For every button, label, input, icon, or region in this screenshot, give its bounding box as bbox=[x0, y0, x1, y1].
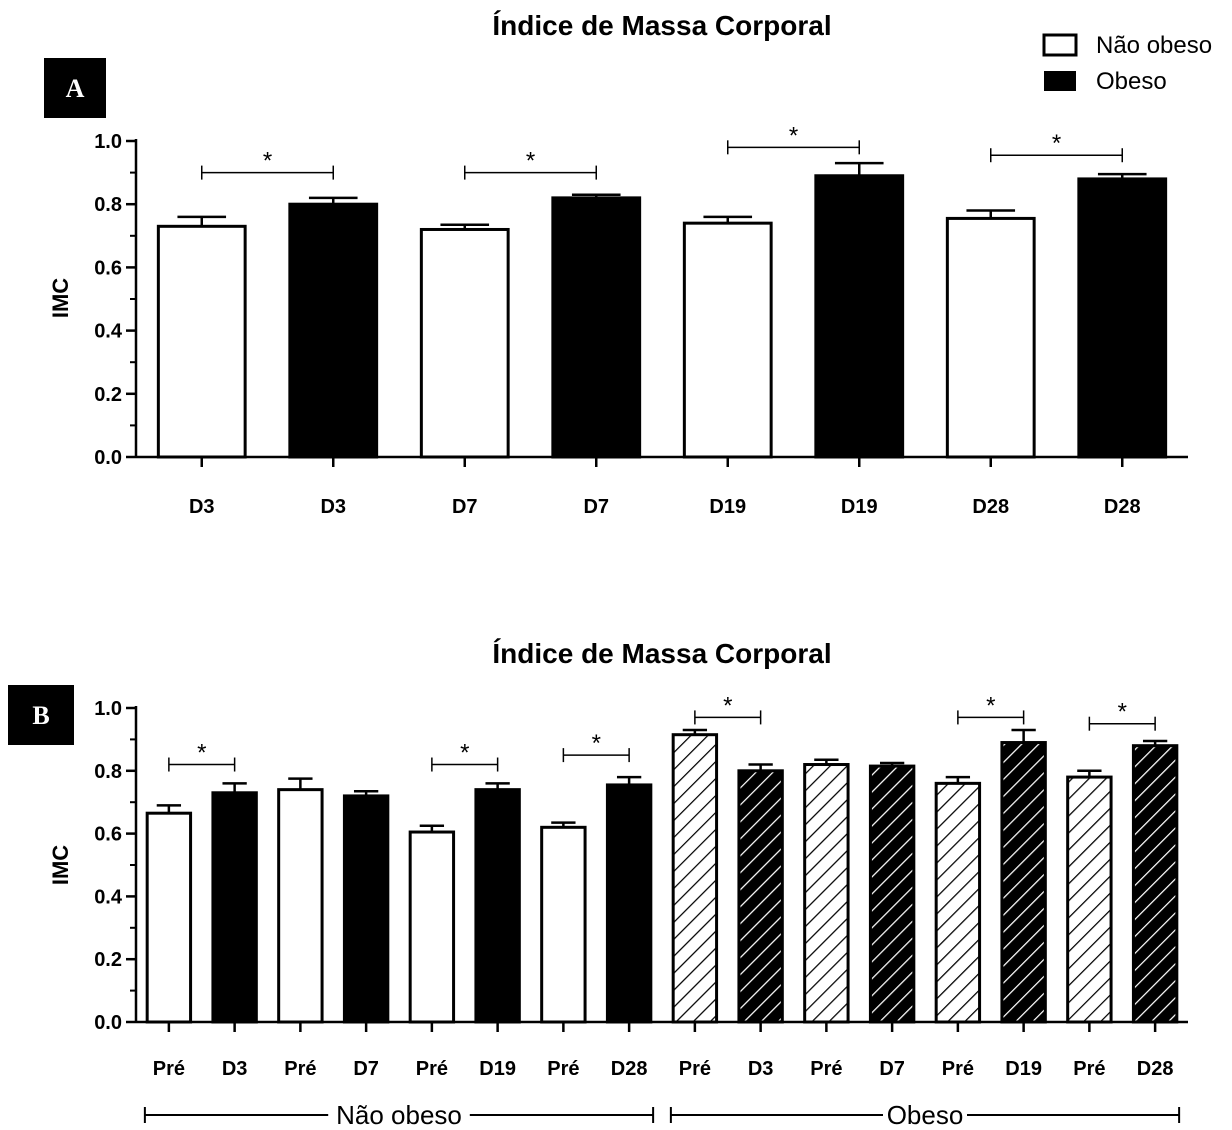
chart-panel-a: Índice de Massa Corporal A IMC 0.0 0.2 0.4… bbox=[44, 10, 1188, 518]
group-label-obeso: Obeso bbox=[887, 1100, 964, 1130]
significance-star-b: * bbox=[197, 740, 206, 767]
x-tick-label-b: Pré bbox=[416, 1058, 448, 1080]
bar-b bbox=[540, 825, 587, 1024]
y-axis-label-b: IMC bbox=[48, 845, 73, 885]
significance-star-b: * bbox=[723, 692, 732, 719]
plot-area-a: 0.0 0.2 0.4 0.6 0.8 1.0 D3 D3 D7 D7 D19 D19 D28 D28 * *… bbox=[94, 122, 1188, 518]
legend-swatch-obeso bbox=[1044, 71, 1076, 91]
chart-panel-b: Índice de Massa Corporal B IMC 0.0 0.2 0.4… bbox=[8, 638, 1188, 1130]
x-tick-label-b: D19 bbox=[1005, 1058, 1042, 1080]
x-tick-label-a: D3 bbox=[189, 496, 215, 518]
bar-b bbox=[868, 764, 916, 1024]
y-tick-label-b: 0.8 bbox=[94, 761, 122, 783]
bar-b bbox=[671, 733, 719, 1024]
x-tick-label-b: D7 bbox=[353, 1058, 379, 1080]
bar-b bbox=[803, 763, 850, 1024]
x-tick-label-a: D7 bbox=[452, 496, 478, 518]
bar-b bbox=[1000, 741, 1047, 1024]
bar-a bbox=[682, 221, 773, 459]
panel-letter-box-b bbox=[8, 685, 74, 745]
significance-star-a: * bbox=[526, 148, 535, 175]
y-axis-label-a: IMC bbox=[48, 278, 73, 318]
bar-b bbox=[1131, 744, 1179, 1024]
x-tick-label-b: D28 bbox=[611, 1058, 648, 1080]
x-tick-label-b: Pré bbox=[810, 1058, 842, 1080]
group-label-nao-obeso: Não obeso bbox=[336, 1100, 462, 1130]
x-tick-label-b: Pré bbox=[153, 1058, 185, 1080]
bar-b bbox=[408, 830, 456, 1024]
bar-b bbox=[474, 788, 521, 1024]
y-tick-label-b: 1.0 bbox=[94, 698, 122, 720]
y-tick-label-b: 0.2 bbox=[94, 949, 122, 971]
significance-star-b: * bbox=[1118, 699, 1127, 726]
panel-letter-box-a bbox=[44, 58, 106, 118]
bar-b bbox=[211, 791, 258, 1024]
significance-star-a: * bbox=[789, 122, 798, 149]
bar-b bbox=[145, 811, 193, 1024]
y-tick-label-a: 0.4 bbox=[94, 321, 123, 343]
x-tick-label-b: Pré bbox=[284, 1058, 316, 1080]
bar-b bbox=[342, 794, 390, 1024]
bar-b bbox=[934, 781, 982, 1024]
y-tick-label-b: 0.6 bbox=[94, 824, 122, 846]
x-tick-label-b: D28 bbox=[1137, 1058, 1174, 1080]
group-brackets-b: Não obeso Obeso bbox=[143, 1100, 1181, 1130]
x-tick-label-b: Pré bbox=[942, 1058, 974, 1080]
bar-a bbox=[288, 202, 379, 459]
x-tick-label-b: D7 bbox=[879, 1058, 905, 1080]
x-tick-label-a: D28 bbox=[1104, 496, 1141, 518]
significance-star-a: * bbox=[1052, 130, 1061, 157]
y-tick-label-a: 0.8 bbox=[94, 194, 122, 216]
significance-star-b: * bbox=[460, 740, 469, 767]
significance-star-a: * bbox=[263, 148, 272, 175]
bar-a bbox=[814, 174, 905, 459]
bar-a bbox=[945, 216, 1036, 459]
bar-b bbox=[605, 783, 653, 1024]
bar-b bbox=[1066, 775, 1113, 1024]
bar-b bbox=[737, 769, 784, 1024]
chart-title-b: Índice de Massa Corporal bbox=[492, 638, 831, 669]
y-tick-label-a: 0.2 bbox=[94, 384, 122, 406]
bar-a bbox=[551, 196, 642, 459]
bar-a bbox=[419, 227, 510, 459]
y-tick-label-a: 0.0 bbox=[94, 447, 122, 469]
x-tick-label-b: D3 bbox=[222, 1058, 248, 1080]
x-tick-label-b: Pré bbox=[679, 1058, 711, 1080]
x-tick-label-a: D7 bbox=[583, 496, 609, 518]
legend-label-nao-obeso: Não obeso bbox=[1096, 32, 1212, 59]
x-tick-label-b: Pré bbox=[1073, 1058, 1105, 1080]
x-tick-label-a: D19 bbox=[841, 496, 878, 518]
bar-a bbox=[156, 224, 247, 459]
y-tick-label-b: 0.0 bbox=[94, 1012, 122, 1034]
bar-b bbox=[277, 788, 324, 1024]
y-tick-label-a: 0.6 bbox=[94, 257, 122, 279]
panel-letter-a: A bbox=[66, 74, 85, 103]
x-tick-label-b: D3 bbox=[748, 1058, 774, 1080]
x-tick-label-a: D19 bbox=[709, 496, 746, 518]
x-tick-label-b: D19 bbox=[479, 1058, 516, 1080]
plot-area-b: 0.0 0.2 0.4 0.6 0.8 1.0 Pré D3 Pré D7 Pré D19 Pré D28… bbox=[94, 692, 1188, 1080]
panel-letter-b: B bbox=[32, 701, 49, 730]
x-tick-label-a: D3 bbox=[320, 496, 346, 518]
legend: Não obeso Obeso bbox=[1042, 32, 1212, 95]
significance-star-b: * bbox=[592, 730, 601, 757]
y-tick-label-b: 0.4 bbox=[94, 886, 123, 908]
y-tick-label-a: 1.0 bbox=[94, 131, 122, 153]
legend-label-obeso: Obeso bbox=[1096, 68, 1167, 95]
x-tick-label-b: Pré bbox=[547, 1058, 579, 1080]
legend-swatch-nao-obeso bbox=[1042, 33, 1078, 57]
x-tick-label-a: D28 bbox=[972, 496, 1009, 518]
significance-star-b: * bbox=[986, 692, 995, 719]
chart-title-a: Índice de Massa Corporal bbox=[492, 10, 831, 41]
bar-a bbox=[1077, 177, 1168, 459]
